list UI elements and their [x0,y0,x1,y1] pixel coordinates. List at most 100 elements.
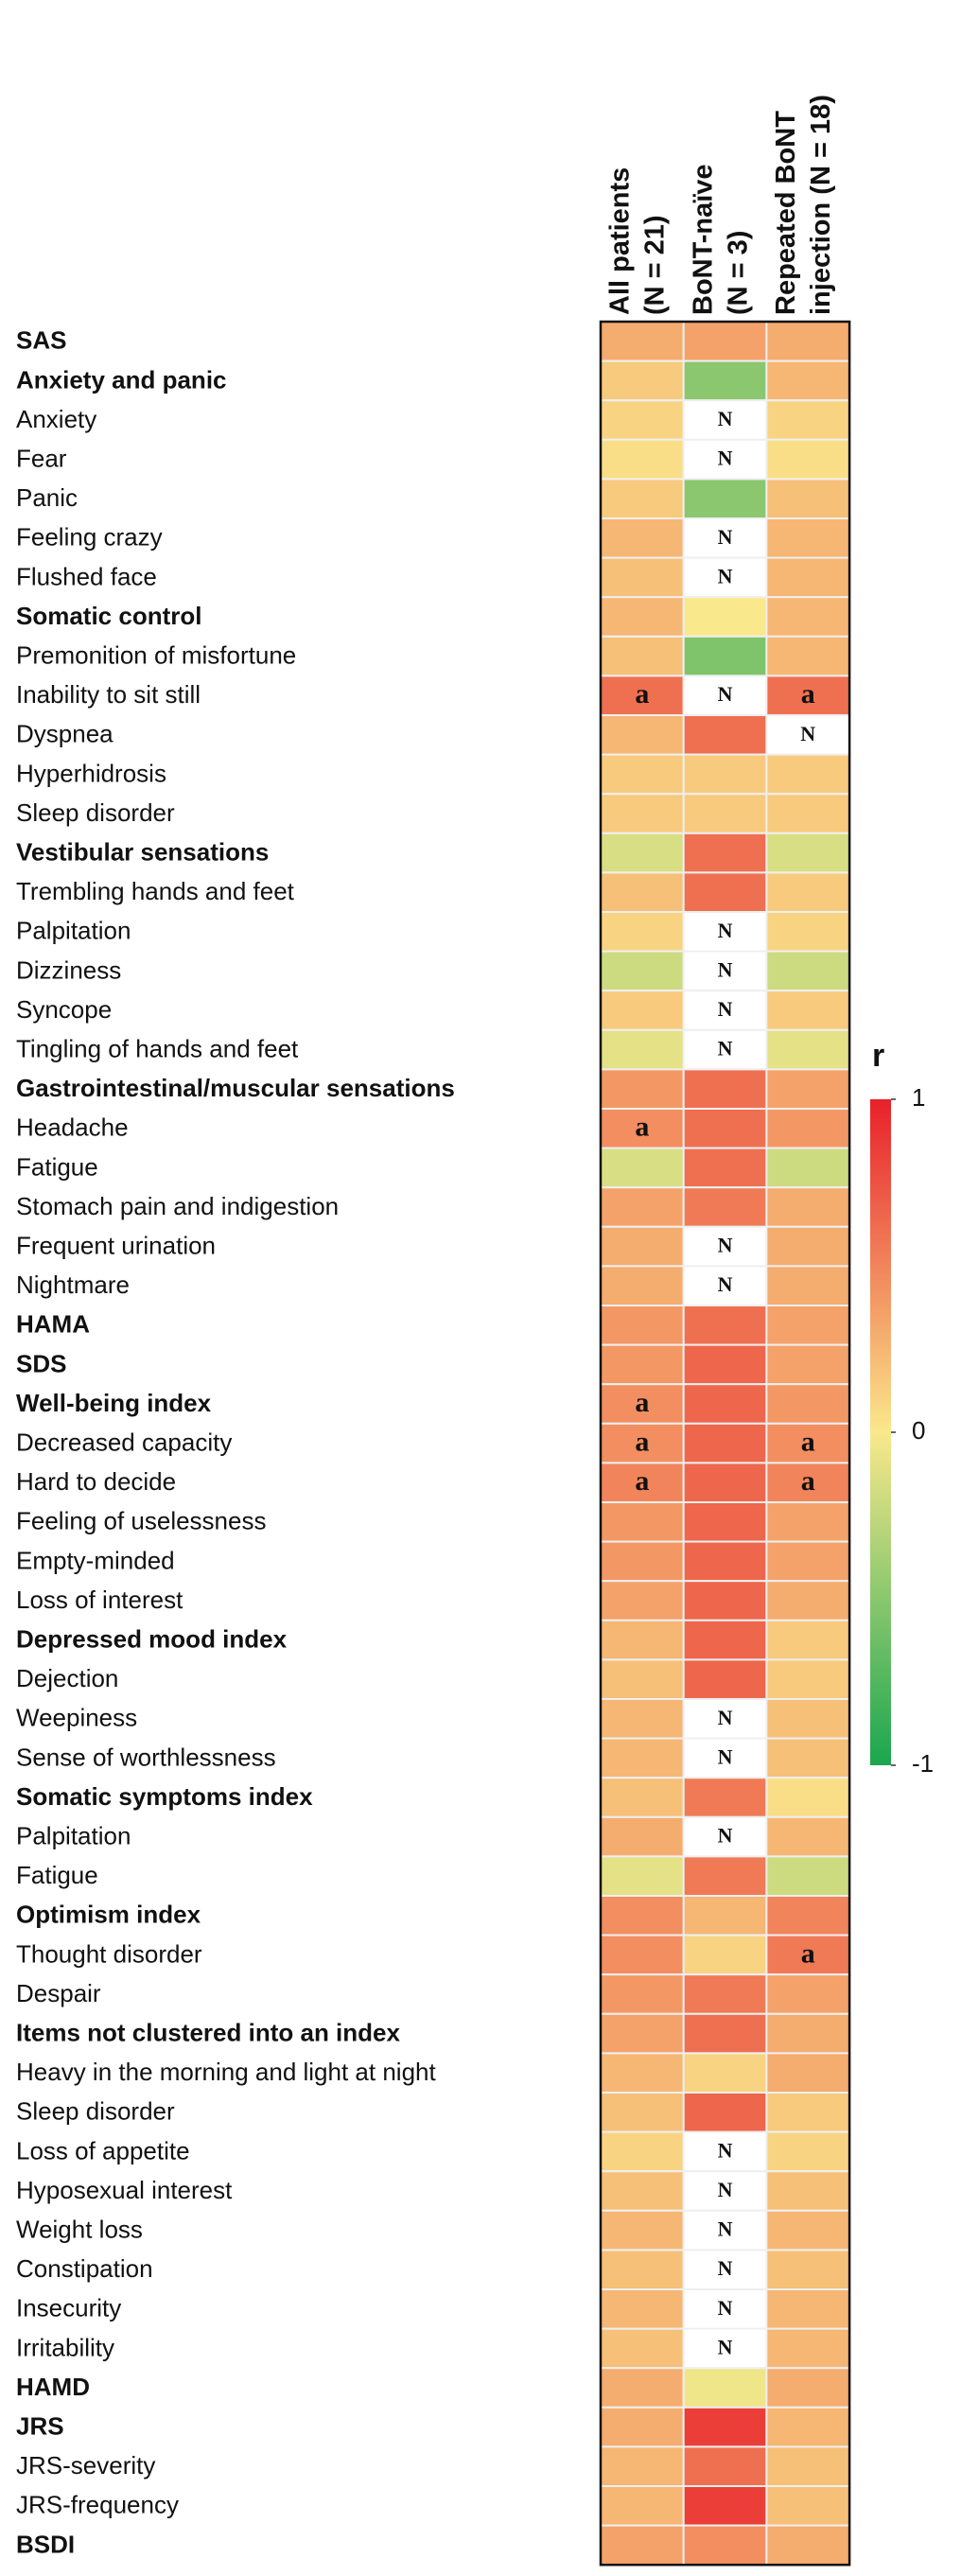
cell [600,1855,685,1898]
cell [765,1147,851,1189]
cell [600,1225,685,1268]
cell [600,2445,685,2487]
empty-cell [682,675,768,717]
cell [600,1265,685,1307]
cell [682,1658,768,1701]
cell-label: a [801,678,815,710]
cell [600,1580,685,1621]
cell [600,1658,685,1701]
cell [600,1737,685,1779]
row-label: BSDI [16,2530,75,2558]
cell [765,1737,851,1779]
cell [765,1265,851,1307]
cell [682,1501,768,1543]
row-label: Anxiety and panic [16,365,227,394]
cell-label: N [718,1824,733,1848]
cell [765,2209,851,2252]
cell-label: N [718,2178,733,2201]
cell-label: a [635,678,649,710]
cell [765,1028,851,1071]
row-label: Well-being index [16,1389,212,1417]
cell [682,1068,768,1111]
cell [682,635,768,677]
cell [600,438,685,481]
empty-cell [682,1737,768,1779]
cell [600,871,685,914]
cell [682,871,768,914]
row-label: Thought disorder [16,1939,202,1968]
cell [765,596,851,638]
cell-label: N [718,2296,733,2320]
cell [765,2012,851,2055]
cell-label: a [635,1465,649,1497]
row-label: Trembling hands and feet [16,877,295,905]
cell [682,2485,768,2527]
row-label: Sleep disorder [16,2097,175,2126]
cell-label: N [718,525,733,549]
cell [765,2445,851,2487]
cell [600,911,685,953]
cell [600,517,685,559]
row-label: JRS-severity [16,2451,155,2480]
cell [600,1343,685,1386]
cell [682,1186,768,1228]
cell [682,1540,768,1583]
cell [600,1619,685,1661]
cell-label: a [801,1937,815,1969]
cell [765,1895,851,1936]
cell [765,635,851,677]
cell [765,2406,851,2448]
cell [600,1028,685,1071]
row-label: Gastrointestinal/muscular sensations [16,1074,455,1102]
cell-label: N [718,682,733,706]
cell [765,832,851,874]
row-label: Optimism index [16,1901,201,1929]
cell-label: N [718,2256,733,2280]
cell [765,990,851,1031]
cell [765,1462,851,1504]
empty-cell [682,2288,768,2330]
cell [765,2524,851,2567]
cell-label: N [718,2335,733,2358]
row-label: Headache [16,1113,129,1142]
row-label: Fatigue [16,1152,98,1181]
cell-label: N [718,919,733,942]
cell-label: N [718,1234,733,1257]
cell [765,2092,851,2133]
row-label: Palpitation [16,1821,131,1849]
cell [765,399,851,441]
colorbar [870,1099,891,1765]
row-label: Sense of worthlessness [16,1743,276,1771]
row-label: JRS-frequency [16,2491,179,2519]
cell [600,1147,685,1189]
cell [600,2288,685,2330]
cell [600,478,685,519]
colorbar-title: r [872,1038,884,1074]
row-label: Vestibular sensations [16,837,269,866]
row-label: Fatigue [16,1861,98,1889]
cell [600,2327,685,2370]
cell [682,1422,768,1464]
cell [600,2092,685,2133]
empty-cell [682,1698,768,1740]
cell [600,2367,685,2409]
cell [600,1973,685,2015]
row-label: Despair [16,1979,101,2007]
cell [765,2327,851,2370]
cell [682,1895,768,1936]
cell [765,2485,851,2527]
cell [682,1108,768,1149]
cell [600,1815,685,1858]
row-label: Flushed face [16,562,157,590]
empty-cell [682,2209,768,2252]
cell-label: a [635,1426,649,1457]
cell [600,1462,685,1504]
row-label: SDS [16,1349,66,1377]
cell [682,753,768,796]
cell [600,596,685,638]
cell-label: a [635,1112,649,1143]
row-label: Sleep disorder [16,798,175,827]
cell [765,1305,851,1346]
cell-label: N [800,722,815,745]
